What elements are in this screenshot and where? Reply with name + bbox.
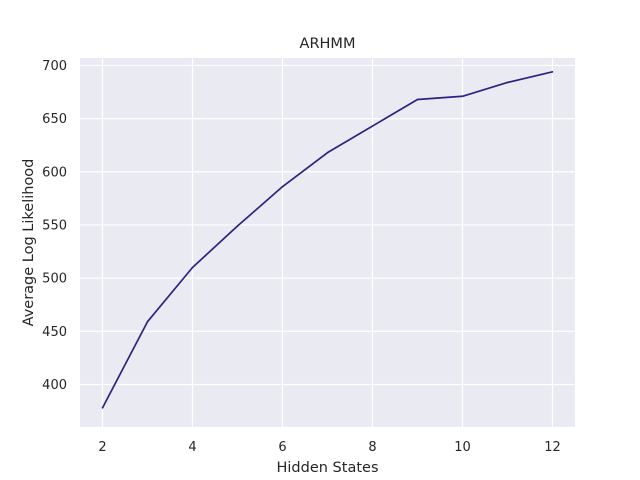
data-point (236, 225, 239, 227)
x-tick-label: 4 (188, 440, 196, 455)
x-tick-label: 12 (544, 440, 561, 455)
y-axis-label: Average Log Likelihood (21, 159, 37, 327)
data-point (191, 266, 194, 269)
data-point (551, 71, 554, 73)
data-point (416, 98, 419, 101)
series-layer (101, 70, 554, 409)
x-tick-label: 8 (368, 440, 376, 455)
data-point (371, 125, 374, 127)
y-tick-label: 500 (42, 272, 67, 287)
data-point (146, 320, 149, 323)
y-tick-label: 650 (42, 112, 67, 127)
y-tick-label: 450 (42, 325, 67, 340)
y-tick-label: 550 (42, 218, 67, 233)
plot-area (80, 58, 575, 427)
x-axis-ticks: 2 4 6 8 10 12 (98, 440, 560, 455)
data-point (506, 81, 509, 84)
y-tick-label: 700 (42, 59, 67, 74)
y-tick-label: 600 (42, 165, 67, 180)
data-point (326, 151, 329, 154)
chart-title: ARHMM (300, 36, 356, 52)
data-point (281, 185, 284, 188)
x-axis-label: Hidden States (277, 460, 379, 476)
y-tick-label: 400 (42, 378, 67, 393)
x-tick-label: 2 (98, 440, 106, 455)
y-axis-ticks: 400 450 500 550 600 650 700 (42, 59, 67, 393)
x-tick-label: 6 (278, 440, 286, 455)
data-point (461, 95, 464, 98)
grid-lines (80, 58, 575, 427)
data-point (101, 407, 104, 409)
x-tick-label: 10 (454, 440, 471, 455)
